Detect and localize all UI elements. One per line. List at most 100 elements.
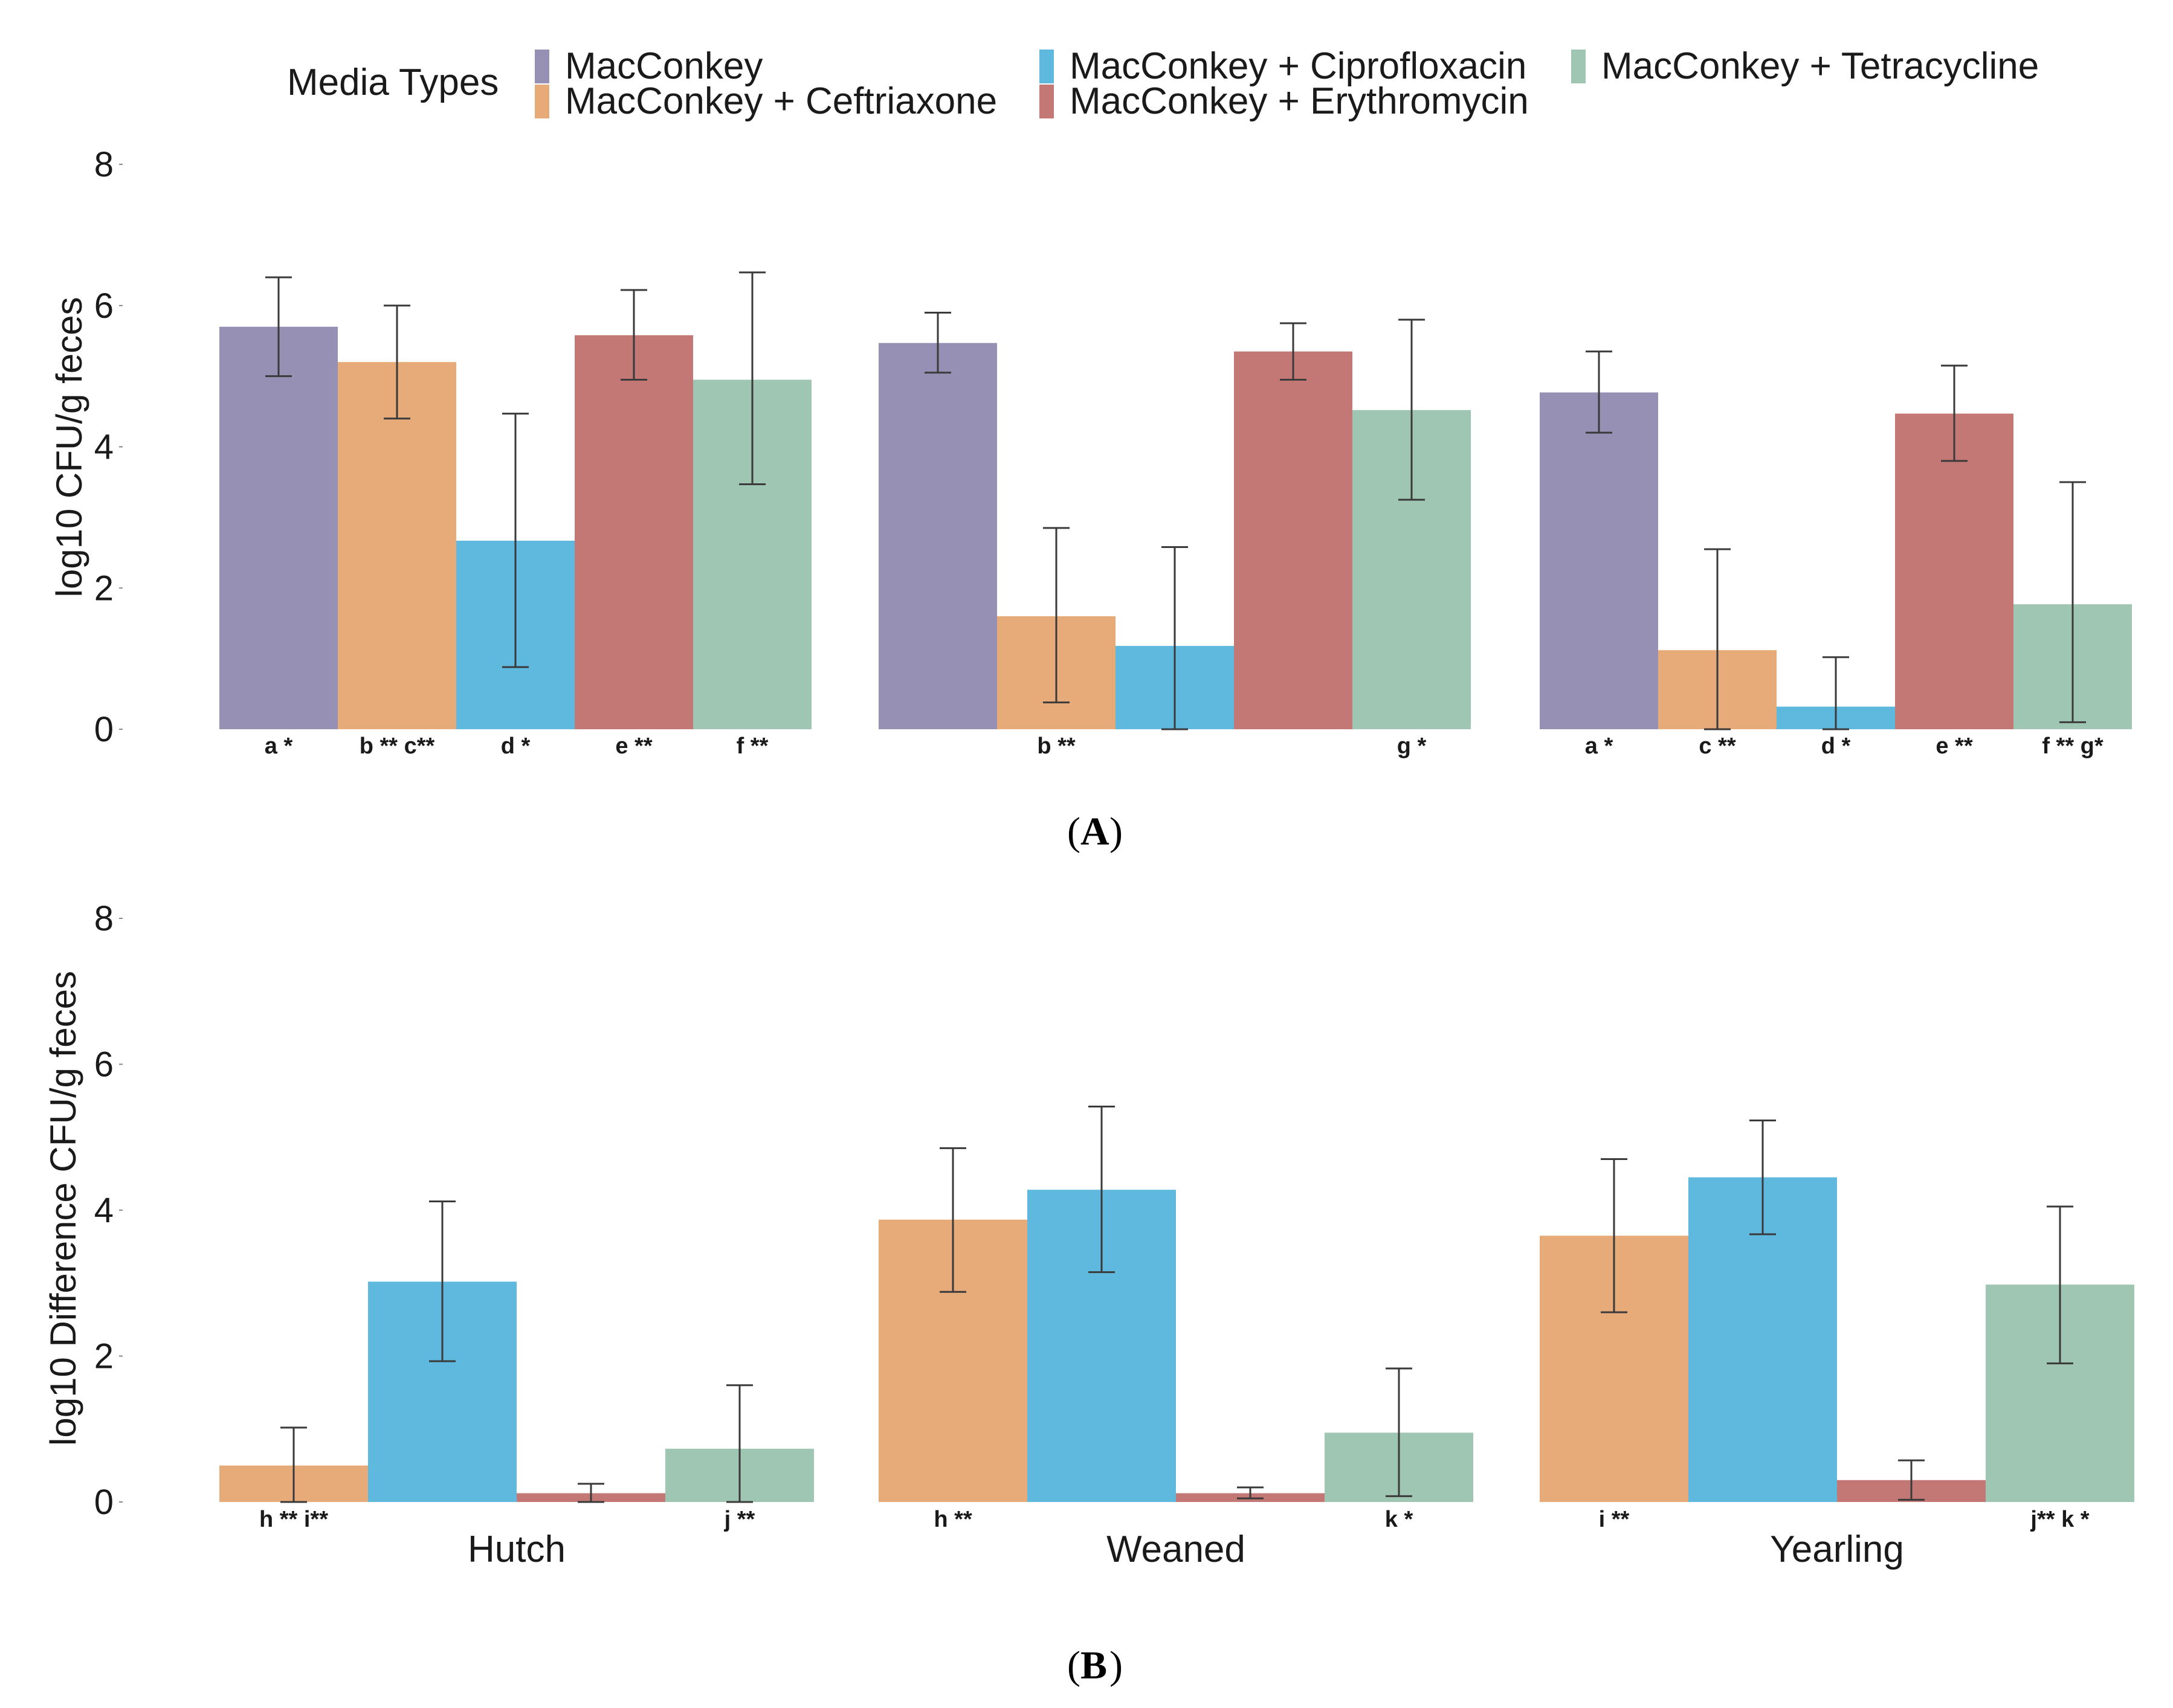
error-bar xyxy=(1941,364,1968,462)
significance-label: c ** xyxy=(1699,733,1735,759)
error-bar xyxy=(1088,1106,1115,1274)
error-bar xyxy=(265,276,292,378)
error-bar xyxy=(1898,1459,1925,1501)
category-weaned: b ** g * xyxy=(879,311,1471,759)
error-bar xyxy=(1386,1367,1412,1497)
y-tick-label: 8 xyxy=(94,145,114,184)
legend-item-ery: MacConkey + Erythromycin xyxy=(1039,80,1529,122)
legend-label: MacConkey + Tetracycline xyxy=(1601,45,2039,87)
panel-b-letter: B xyxy=(1080,1643,1107,1687)
y-tick-label: 4 xyxy=(94,1191,114,1230)
significance-label: j** k * xyxy=(2030,1507,2089,1532)
error-bar xyxy=(1601,1158,1627,1313)
significance-label: k * xyxy=(1385,1507,1413,1532)
panel-a: 0 2 4 6 8 log10 CFU/g feces a * b ** c** d * e **… xyxy=(49,145,2132,759)
legend-item-tetra: MacConkey + Tetracycline xyxy=(1571,45,2039,87)
y-tick-label: 2 xyxy=(94,1337,114,1376)
significance-label: g * xyxy=(1397,733,1427,759)
category-yearling: i ** j** k * Yearling xyxy=(1540,1119,2134,1570)
bar-macconkey xyxy=(879,343,997,729)
significance-label: h ** xyxy=(934,1507,972,1532)
panel-a-open-paren: ( xyxy=(1067,810,1080,854)
error-bar xyxy=(429,1200,456,1362)
significance-label: f ** xyxy=(737,733,769,759)
y-tick-label: 6 xyxy=(94,286,114,326)
error-bar xyxy=(1237,1486,1264,1500)
significance-label: h ** i** xyxy=(259,1507,328,1532)
legend-label: MacConkey + Erythromycin xyxy=(1070,80,1529,122)
panel-b-close-paren: ) xyxy=(1109,1643,1123,1687)
error-bar xyxy=(578,1483,604,1503)
legend-item-cipro: MacConkey + Ciprofloxacin xyxy=(1039,45,1526,87)
bar-macconkey-erythromycin xyxy=(1234,351,1352,729)
error-bar xyxy=(1161,546,1188,730)
significance-label: e ** xyxy=(615,733,652,759)
category-hutch: a * b ** c** d * e ** f ** xyxy=(219,271,812,759)
bar-macconkey-erythromycin xyxy=(575,335,693,729)
legend-label: MacConkey + Ciprofloxacin xyxy=(1070,45,1526,87)
panel-a-letter: A xyxy=(1080,810,1109,854)
error-bar xyxy=(739,271,766,485)
significance-label: b ** xyxy=(1037,733,1076,759)
legend-swatch xyxy=(535,85,549,118)
significance-label: j ** xyxy=(724,1507,755,1532)
category-yearling: a * c ** d * e ** f ** g* xyxy=(1540,350,2132,759)
y-tick-label: 8 xyxy=(94,899,114,938)
significance-label: f ** g* xyxy=(2042,733,2104,759)
error-bar xyxy=(726,1384,753,1503)
error-bar xyxy=(925,311,951,374)
error-bar xyxy=(280,1426,307,1503)
error-bar xyxy=(1586,350,1612,434)
legend-label: MacConkey + Ceftriaxone xyxy=(565,80,997,122)
y-tick-label: 0 xyxy=(94,710,114,749)
panel-b-open-paren: ( xyxy=(1067,1643,1080,1687)
legend-swatch xyxy=(1039,85,1054,118)
significance-label: b ** c** xyxy=(360,733,435,759)
significance-label: i ** xyxy=(1599,1507,1630,1532)
error-bar xyxy=(1398,318,1425,501)
panel-a-close-paren: ) xyxy=(1109,810,1123,854)
error-bar xyxy=(2059,481,2086,723)
significance-label: a * xyxy=(1585,733,1613,759)
error-bar xyxy=(2047,1205,2073,1365)
legend-item-mac: MacConkey xyxy=(535,45,763,87)
legend-swatch xyxy=(1571,50,1586,83)
y-tick-label: 6 xyxy=(94,1045,114,1084)
error-bar xyxy=(621,289,647,381)
x-category-label-weaned: Weaned xyxy=(1106,1529,1245,1570)
significance-label: d * xyxy=(1821,733,1851,759)
category-hutch: h ** i** j ** Hutch xyxy=(219,1200,814,1570)
panel-b: 0 2 4 6 8 log10 Difference CFU/g feces h ** i*… xyxy=(43,899,2134,1570)
error-bar xyxy=(1043,527,1070,704)
y-axis-label: log10 CFU/g feces xyxy=(49,297,89,598)
error-bar xyxy=(1749,1119,1776,1236)
bar-macconkey-erythromycin xyxy=(1895,413,2013,729)
error-bar xyxy=(1280,322,1306,381)
legend-title: Media Types xyxy=(287,62,499,103)
y-tick-label: 4 xyxy=(94,428,114,467)
significance-label: a * xyxy=(265,733,293,759)
category-weaned: h ** k * Weaned xyxy=(879,1106,1473,1570)
y-axis-label: log10 Difference CFU/g feces xyxy=(43,971,83,1446)
y-tick-label: 2 xyxy=(94,569,114,608)
bar-macconkey xyxy=(1540,392,1658,729)
significance-label: d * xyxy=(501,733,531,759)
legend-swatch xyxy=(1039,50,1054,83)
error-bar xyxy=(384,305,410,420)
legend-item-ceft: MacConkey + Ceftriaxone xyxy=(535,80,997,122)
legend-swatch xyxy=(535,50,549,83)
bar-macconkey-ceftriaxone xyxy=(338,362,456,729)
x-category-label-hutch: Hutch xyxy=(468,1529,566,1570)
legend-label: MacConkey xyxy=(565,45,763,87)
x-category-label-yearling: Yearling xyxy=(1770,1529,1904,1570)
bar-macconkey xyxy=(219,326,338,729)
error-bar xyxy=(940,1147,966,1293)
error-bar xyxy=(502,413,529,668)
error-bar xyxy=(1823,656,1849,730)
significance-label: e ** xyxy=(1936,733,1972,759)
error-bar xyxy=(1704,548,1731,730)
y-tick-label: 0 xyxy=(94,1483,114,1522)
